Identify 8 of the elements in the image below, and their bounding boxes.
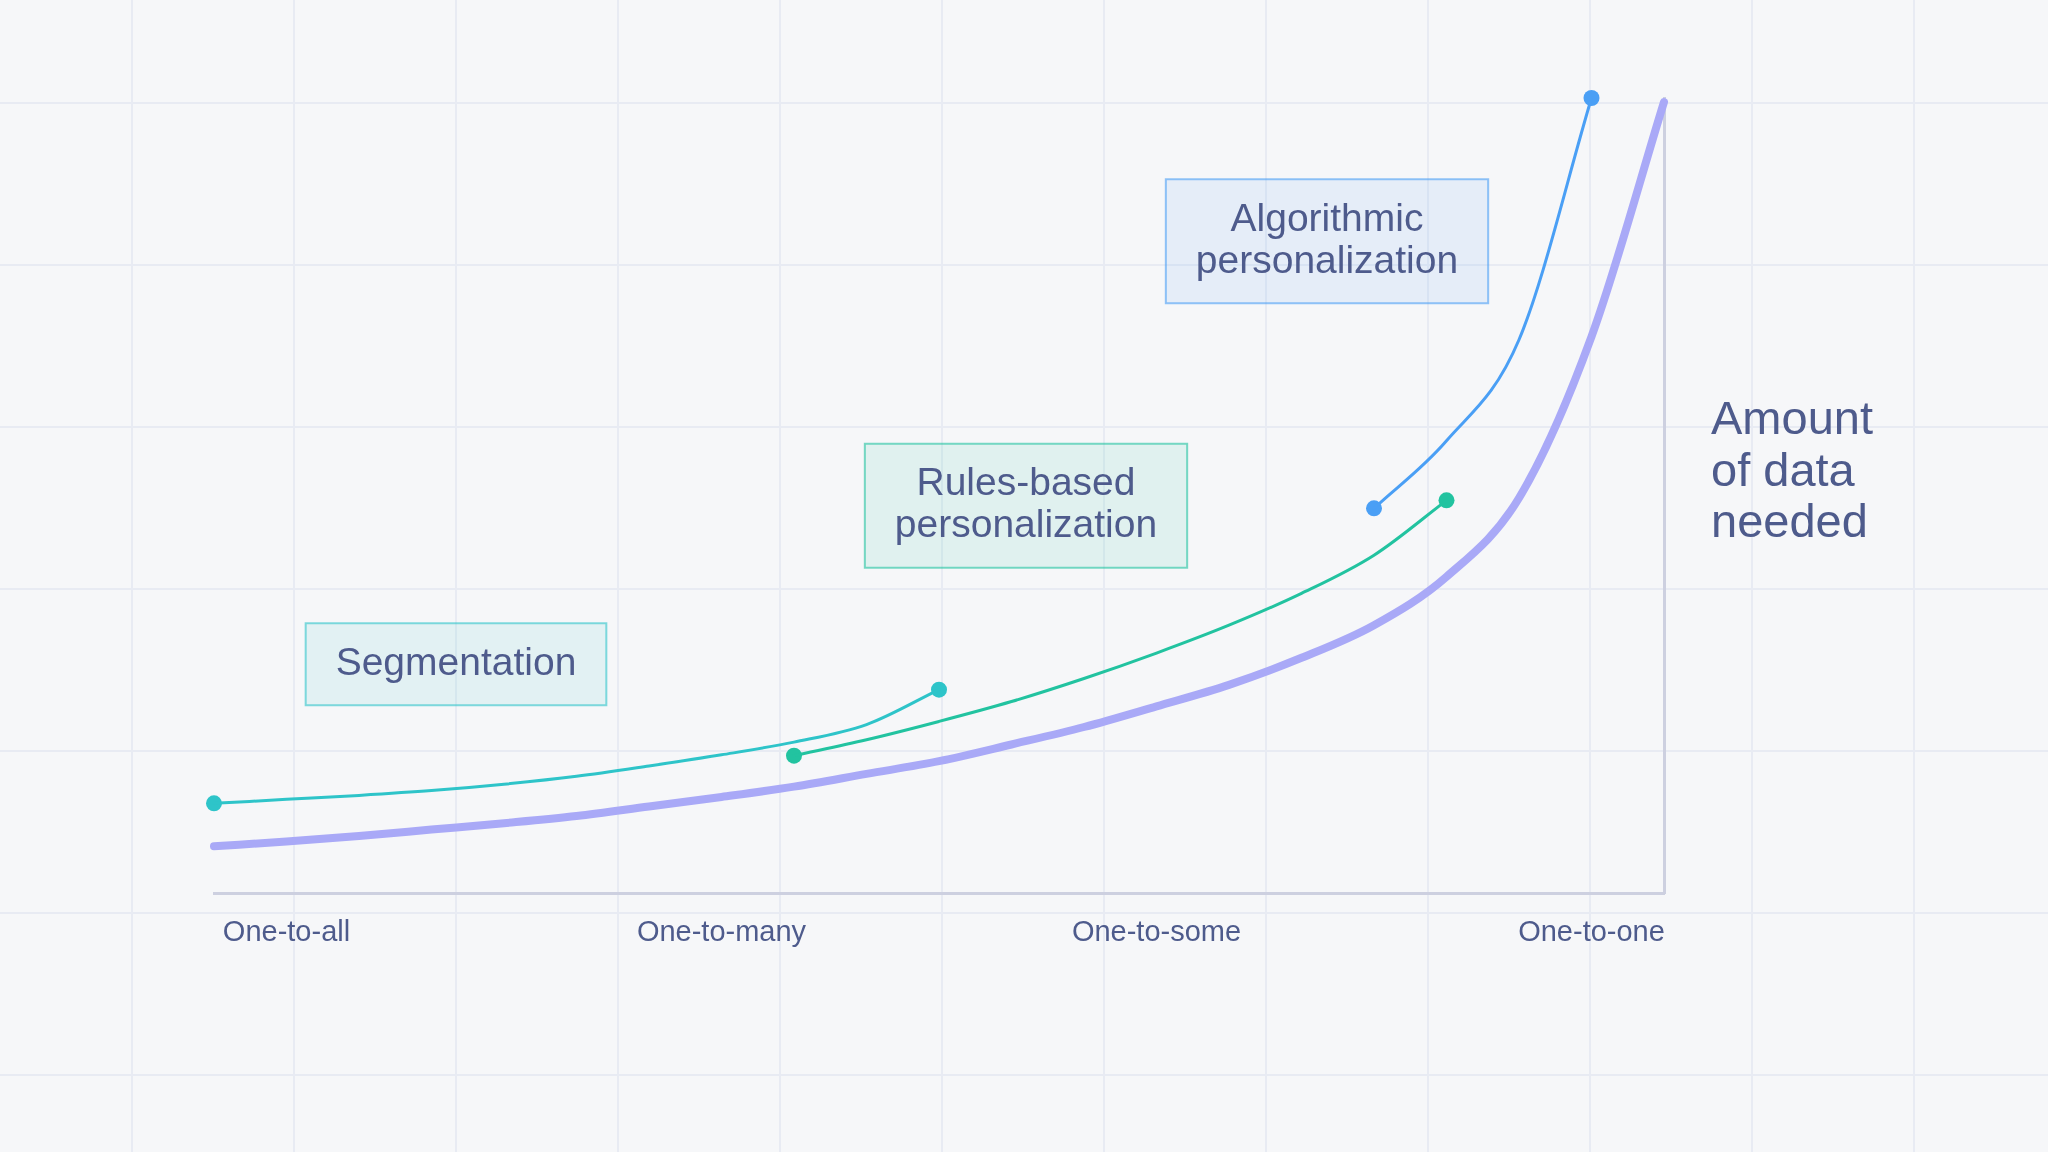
x-tick-label: One-to-many [636, 914, 807, 947]
series-label: Algorithmic personalization [1195, 196, 1459, 282]
x-tick-label: One-to-all [222, 914, 351, 947]
text: Segmentation [335, 640, 577, 684]
text: Rules-based personalization [894, 460, 1158, 546]
x-tick-label: One-to-some [1071, 914, 1242, 947]
y-axis-title: Amount of data needed [1711, 391, 1874, 548]
x-tick-label: One-to-one [1518, 914, 1665, 947]
